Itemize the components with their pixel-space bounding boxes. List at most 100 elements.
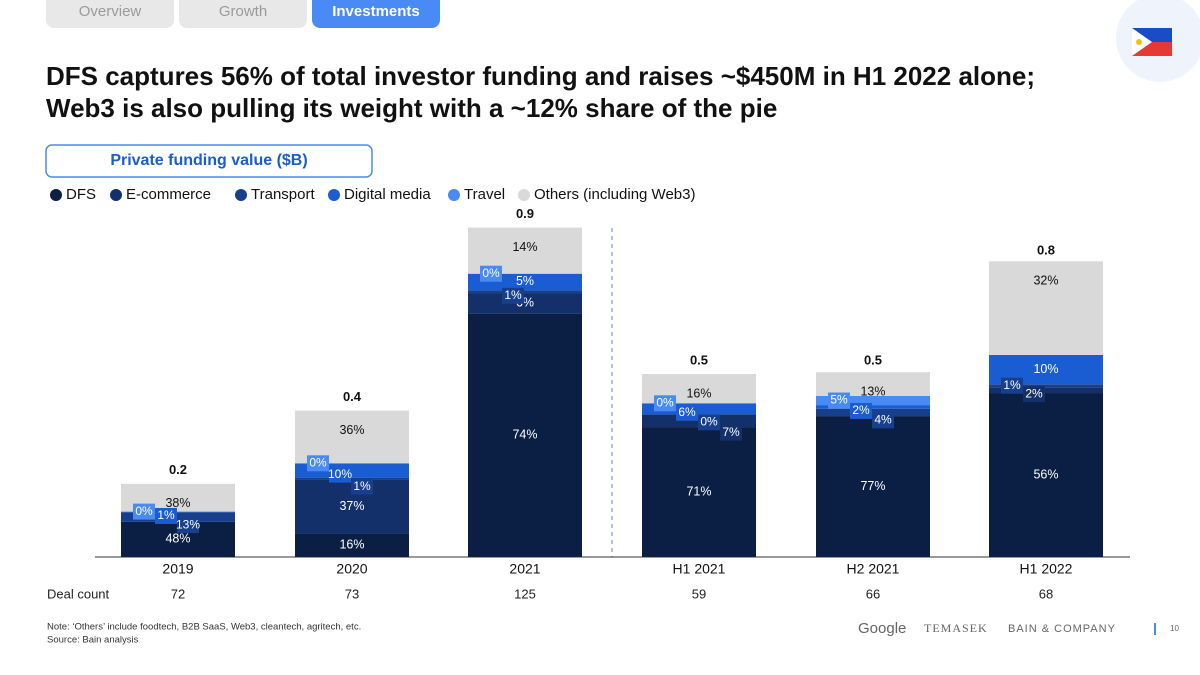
flag xyxy=(1132,28,1172,56)
data-label: 1% xyxy=(157,508,175,522)
bar-segment xyxy=(989,261,1103,355)
x-tick-label: 2021 xyxy=(509,561,540,577)
label-box xyxy=(654,395,676,412)
label-box xyxy=(480,265,502,282)
legend-label: Digital media xyxy=(344,186,431,203)
data-label: 56% xyxy=(1033,467,1058,481)
label-box xyxy=(155,507,177,524)
data-label: 16% xyxy=(339,538,364,552)
data-label: 74% xyxy=(512,427,537,441)
title: DFS captures 56% of total investor fundi… xyxy=(46,61,1035,91)
label-box xyxy=(1001,377,1023,394)
data-label: 77% xyxy=(860,479,885,493)
data-label: 1% xyxy=(353,479,371,493)
data-label: 5% xyxy=(830,393,848,407)
deal-count: 72 xyxy=(171,586,185,601)
legend-label: Transport xyxy=(251,186,315,203)
data-label: 1% xyxy=(504,288,522,302)
legend-swatch xyxy=(518,189,530,201)
data-label: 5% xyxy=(516,274,534,288)
label-box xyxy=(177,517,199,534)
total-label: 0.5 xyxy=(864,352,882,367)
bar-segment xyxy=(642,403,756,415)
data-label: 37% xyxy=(339,499,364,513)
data-label: 6% xyxy=(678,405,696,419)
bar-segment xyxy=(295,533,409,557)
x-tick-label: 2020 xyxy=(336,561,367,577)
data-label: 1% xyxy=(1003,378,1021,392)
total-label: 0.4 xyxy=(343,389,362,404)
label-box xyxy=(307,455,329,472)
bar-segment xyxy=(989,384,1103,388)
label-box xyxy=(502,287,524,304)
total-label: 0.8 xyxy=(1037,243,1055,258)
subtitle-box xyxy=(45,144,373,178)
bar-segment xyxy=(989,393,1103,557)
legend-swatch xyxy=(235,189,247,201)
deal-count: 59 xyxy=(692,586,706,601)
deal-count: 73 xyxy=(345,586,359,601)
legend-swatch xyxy=(50,189,62,201)
data-label: 16% xyxy=(686,386,711,400)
data-label: 13% xyxy=(176,517,200,531)
tab[interactable] xyxy=(46,0,174,28)
data-label: 0% xyxy=(309,455,327,469)
total-label: 0.9 xyxy=(516,206,534,221)
data-label: 14% xyxy=(512,240,537,254)
label-box xyxy=(850,402,872,419)
tab-label: Investments xyxy=(332,3,420,20)
label-box xyxy=(329,466,351,483)
data-label: 7% xyxy=(722,425,740,439)
legend-swatch xyxy=(328,189,340,201)
tab[interactable] xyxy=(179,0,307,28)
x-tick-label: 2019 xyxy=(162,561,193,577)
data-label: 0% xyxy=(656,395,674,409)
data-label: 32% xyxy=(1033,274,1058,288)
data-label: 4% xyxy=(874,413,892,427)
tab-label: Growth xyxy=(219,3,267,20)
bar-segment xyxy=(816,416,930,557)
label-box xyxy=(351,478,373,495)
bar-segment xyxy=(816,395,930,406)
data-label: 36% xyxy=(339,423,364,437)
data-label: 0% xyxy=(700,414,718,428)
bar-segment xyxy=(468,290,582,294)
logo: BAIN & COMPANY xyxy=(1008,623,1116,635)
legend-label: E-commerce xyxy=(126,186,211,203)
label-box xyxy=(828,392,850,409)
x-tick-label: H2 2021 xyxy=(847,561,900,577)
data-label: 2% xyxy=(852,403,870,417)
total-label: 0.2 xyxy=(169,462,187,477)
bar-segment xyxy=(816,405,930,409)
logo: TEMASEK xyxy=(924,621,988,635)
data-label: 0% xyxy=(482,266,500,280)
total-label: 0.5 xyxy=(690,352,708,367)
label-box xyxy=(872,412,894,429)
tab-label: Overview xyxy=(79,3,142,20)
legend-label: Others (including Web3) xyxy=(534,186,695,203)
data-label: 0% xyxy=(135,504,153,518)
label-box xyxy=(720,424,742,441)
bar-segment xyxy=(295,410,409,464)
subtitle: Private funding value ($B) xyxy=(110,152,307,169)
bar-segment xyxy=(989,387,1103,394)
deal-count: 66 xyxy=(866,586,880,601)
x-tick-label: H1 2021 xyxy=(673,561,726,577)
deal-count: 68 xyxy=(1039,586,1053,601)
data-label: 10% xyxy=(328,467,352,481)
note: Note: ‘Others’ include foodtech, B2B Saa… xyxy=(47,622,361,633)
deal-count: 125 xyxy=(514,586,536,601)
data-label: 2% xyxy=(1025,386,1043,400)
label-box xyxy=(1023,386,1045,403)
tab[interactable] xyxy=(312,0,440,28)
data-label: 10% xyxy=(1033,362,1058,376)
legend-label: DFS xyxy=(66,186,96,203)
source: Source: Bain analysis xyxy=(47,635,139,646)
logo: Google xyxy=(858,620,906,637)
bar-segment xyxy=(468,293,582,314)
label-box xyxy=(676,404,698,421)
title: Web3 is also pulling its weight with a ~… xyxy=(46,93,777,123)
data-label: 48% xyxy=(165,532,190,546)
data-label: 71% xyxy=(686,484,711,498)
